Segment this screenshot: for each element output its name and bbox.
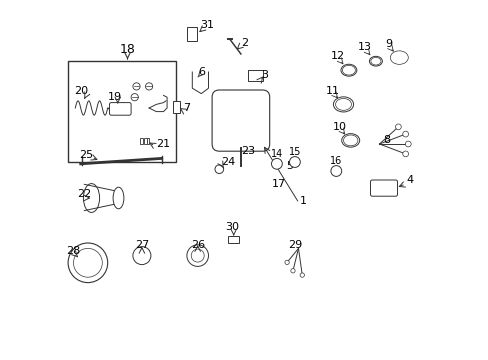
Text: 7: 7 (183, 103, 190, 113)
Text: 15: 15 (288, 147, 301, 157)
Text: 14: 14 (270, 149, 283, 159)
Circle shape (289, 157, 300, 167)
Text: 8: 8 (383, 135, 389, 145)
Ellipse shape (333, 97, 353, 112)
Circle shape (133, 83, 140, 90)
Text: 2: 2 (241, 38, 247, 48)
Circle shape (191, 249, 204, 262)
Text: 28: 28 (66, 246, 81, 256)
Ellipse shape (113, 187, 123, 209)
Circle shape (73, 248, 102, 277)
Text: 24: 24 (221, 157, 235, 167)
Ellipse shape (342, 66, 355, 75)
Text: 6: 6 (197, 67, 204, 77)
Bar (143, 138, 146, 144)
Circle shape (300, 273, 304, 277)
Ellipse shape (340, 64, 356, 76)
Circle shape (271, 158, 282, 169)
Text: 21: 21 (156, 139, 170, 149)
Circle shape (131, 94, 138, 101)
Circle shape (330, 166, 341, 176)
Text: 1: 1 (300, 197, 306, 207)
FancyBboxPatch shape (109, 103, 131, 115)
Text: 5: 5 (285, 161, 292, 171)
Circle shape (290, 269, 295, 273)
Text: 25: 25 (79, 150, 93, 160)
Bar (140, 138, 142, 144)
Circle shape (402, 151, 407, 157)
Circle shape (405, 141, 410, 147)
Text: 17: 17 (271, 179, 285, 189)
Circle shape (68, 243, 107, 283)
Bar (186, 27, 197, 41)
Circle shape (285, 260, 289, 265)
Text: 29: 29 (287, 240, 302, 250)
Text: 12: 12 (330, 51, 345, 62)
FancyBboxPatch shape (212, 90, 269, 151)
Text: 9: 9 (384, 39, 391, 49)
Ellipse shape (370, 58, 380, 65)
Bar (228, 236, 239, 243)
Text: 16: 16 (329, 156, 342, 166)
Text: 3: 3 (260, 71, 267, 81)
Text: 10: 10 (332, 122, 346, 132)
Text: 23: 23 (241, 146, 255, 156)
Circle shape (215, 165, 223, 174)
Text: 22: 22 (77, 189, 91, 199)
Text: 19: 19 (108, 92, 122, 102)
FancyBboxPatch shape (370, 180, 397, 196)
Text: 26: 26 (190, 240, 204, 250)
Ellipse shape (389, 51, 407, 64)
Circle shape (395, 124, 401, 130)
Circle shape (186, 245, 208, 266)
Text: 18: 18 (120, 43, 135, 56)
Bar (247, 70, 262, 81)
Text: 30: 30 (224, 222, 239, 233)
Bar (146, 138, 149, 144)
Ellipse shape (393, 54, 404, 62)
Text: 4: 4 (406, 175, 413, 185)
Circle shape (133, 247, 151, 265)
Circle shape (402, 131, 407, 137)
Text: 11: 11 (325, 86, 339, 96)
Text: 20: 20 (74, 86, 87, 96)
Text: 31: 31 (199, 20, 213, 30)
Circle shape (145, 83, 152, 90)
Text: 13: 13 (357, 42, 371, 53)
Ellipse shape (368, 57, 382, 66)
Ellipse shape (343, 135, 357, 146)
Ellipse shape (83, 184, 100, 212)
Ellipse shape (335, 99, 351, 111)
Ellipse shape (341, 134, 359, 147)
Bar (172, 101, 179, 113)
Bar (68, 61, 176, 162)
Text: 27: 27 (135, 240, 149, 251)
